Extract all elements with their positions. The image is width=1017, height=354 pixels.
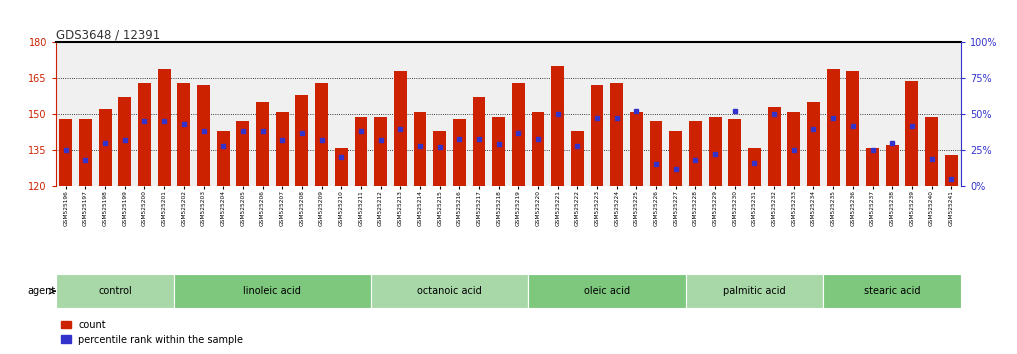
- Bar: [158, 69, 171, 186]
- Bar: [138, 83, 151, 186]
- Bar: [374, 116, 387, 186]
- Text: agent: agent: [27, 286, 56, 296]
- Text: stearic acid: stearic acid: [864, 286, 920, 296]
- Bar: [473, 97, 485, 186]
- Bar: [905, 81, 918, 186]
- Text: GDS3648 / 12391: GDS3648 / 12391: [56, 28, 161, 41]
- Bar: [237, 121, 249, 186]
- Bar: [925, 116, 938, 186]
- Bar: [433, 131, 446, 186]
- Bar: [414, 112, 426, 186]
- Bar: [807, 102, 820, 186]
- Text: linoleic acid: linoleic acid: [243, 286, 301, 296]
- Text: oleic acid: oleic acid: [584, 286, 630, 296]
- Bar: [355, 116, 367, 186]
- Bar: [453, 119, 466, 186]
- Text: palmitic acid: palmitic acid: [723, 286, 786, 296]
- Bar: [551, 67, 564, 186]
- Bar: [650, 121, 662, 186]
- Bar: [528, 274, 685, 308]
- Legend: count, percentile rank within the sample: count, percentile rank within the sample: [61, 320, 243, 344]
- Bar: [532, 112, 544, 186]
- Bar: [787, 112, 800, 186]
- Bar: [371, 274, 528, 308]
- Bar: [276, 112, 289, 186]
- Bar: [768, 107, 780, 186]
- Bar: [846, 71, 859, 186]
- Bar: [571, 131, 584, 186]
- Bar: [886, 145, 899, 186]
- Bar: [315, 83, 327, 186]
- Bar: [690, 121, 702, 186]
- Bar: [610, 83, 623, 186]
- Bar: [945, 155, 958, 186]
- Bar: [492, 116, 505, 186]
- Bar: [99, 109, 112, 186]
- Bar: [669, 131, 682, 186]
- Bar: [591, 85, 603, 186]
- Text: control: control: [98, 286, 132, 296]
- Bar: [256, 102, 268, 186]
- Bar: [59, 119, 72, 186]
- Bar: [217, 131, 230, 186]
- Bar: [335, 148, 348, 186]
- Bar: [177, 83, 190, 186]
- Bar: [56, 274, 174, 308]
- Bar: [118, 97, 131, 186]
- Bar: [824, 274, 961, 308]
- Bar: [394, 71, 407, 186]
- Bar: [296, 95, 308, 186]
- Bar: [728, 119, 741, 186]
- Bar: [866, 148, 879, 186]
- Bar: [685, 274, 824, 308]
- Bar: [749, 148, 761, 186]
- Bar: [709, 116, 721, 186]
- Bar: [174, 274, 371, 308]
- Text: octanoic acid: octanoic acid: [417, 286, 482, 296]
- Bar: [197, 85, 210, 186]
- Bar: [79, 119, 92, 186]
- Bar: [512, 83, 525, 186]
- Bar: [827, 69, 840, 186]
- Bar: [630, 112, 643, 186]
